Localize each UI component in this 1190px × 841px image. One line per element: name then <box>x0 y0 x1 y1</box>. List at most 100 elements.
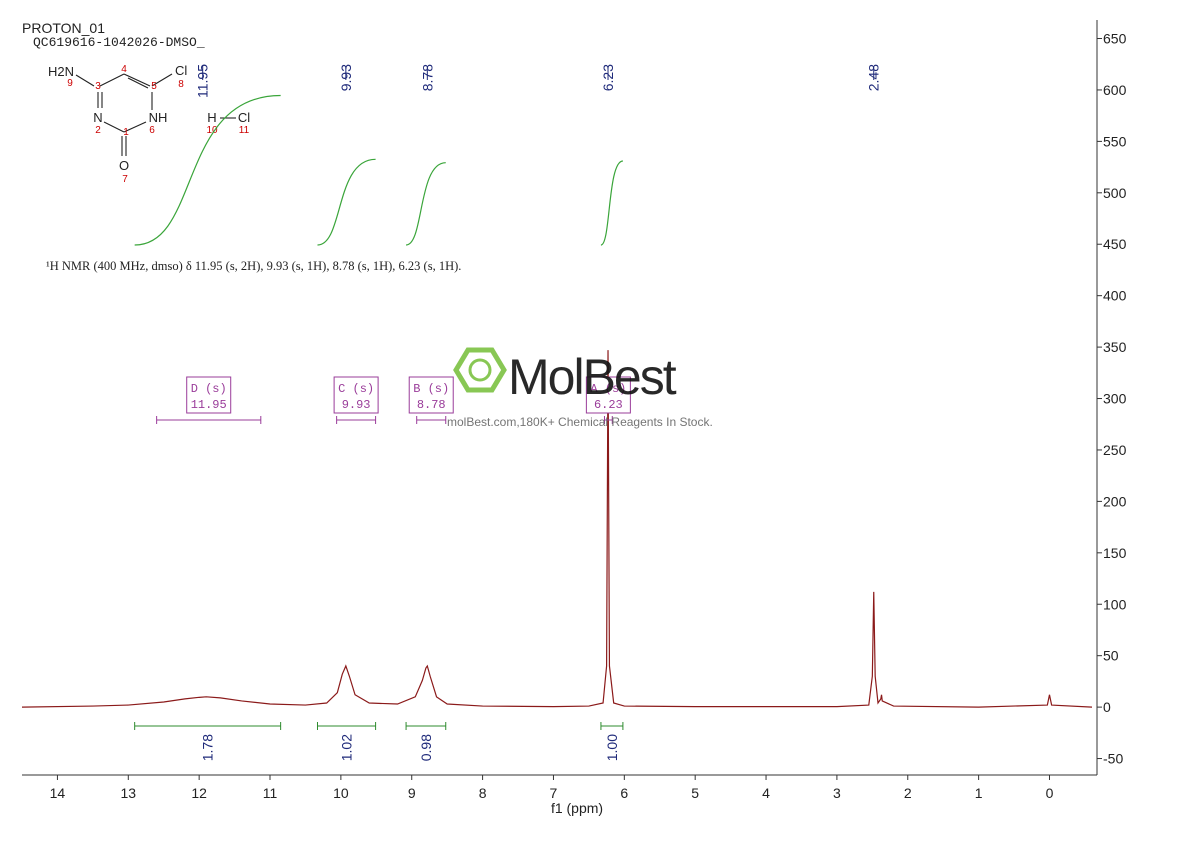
x-tick-label: 9 <box>408 785 416 801</box>
x-tick-label: 11 <box>263 785 278 801</box>
atom-number: 9 <box>67 78 73 89</box>
x-tick-label: 0 <box>1046 785 1054 801</box>
bond <box>103 121 125 133</box>
atom-number: 10 <box>206 125 218 136</box>
y-tick-label: 0 <box>1103 699 1111 715</box>
y-tick-label: 150 <box>1103 545 1127 561</box>
logo-hexagon <box>453 347 507 393</box>
x-tick-label: 4 <box>762 785 770 801</box>
bond <box>123 73 151 87</box>
y-tick-label: 500 <box>1103 185 1127 201</box>
multiplet-name: C (s) <box>338 382 374 396</box>
x-tick-label: 14 <box>50 785 66 801</box>
integral-label: 0.98 <box>418 734 434 761</box>
sample-name: QC619616-1042026-DMSO_ <box>33 35 205 50</box>
multiplet-box <box>408 376 454 414</box>
bond <box>99 73 125 87</box>
multiplet-shift: 6.23 <box>594 398 623 412</box>
peak-label: 8.78 <box>419 64 435 91</box>
watermark: MolBest molBest.com,180K+ Chemical Reagen… <box>447 347 713 429</box>
x-tick-label: 2 <box>904 785 912 801</box>
multiplet-name: A (s) <box>590 382 626 396</box>
peak-label: 9.93 <box>338 64 354 91</box>
atom-number: 5 <box>151 81 157 92</box>
y-tick-label: 50 <box>1103 648 1119 664</box>
y-tick-label: 550 <box>1103 133 1127 149</box>
bond <box>127 77 149 89</box>
atom-number: 3 <box>95 81 101 92</box>
logo-ring <box>468 358 492 382</box>
multiplet-range <box>416 416 447 424</box>
description: ¹H NMR (400 MHz, dmso) δ 11.95 (s, 2H), … <box>46 259 461 273</box>
multiplet-shift: 11.95 <box>191 398 227 412</box>
atom-number: 8 <box>178 79 184 90</box>
atom-number: 2 <box>95 125 101 136</box>
atom-number: 6 <box>149 125 155 136</box>
y-tick-label: 100 <box>1103 596 1127 612</box>
peak-label: 11.95 <box>195 64 211 98</box>
integral-curve <box>134 94 281 246</box>
atom-label: H2N <box>48 64 74 79</box>
y-tick-label: 600 <box>1103 82 1127 98</box>
spectrum-line <box>21 350 1093 708</box>
bond <box>123 121 147 133</box>
x-tick-label: 3 <box>833 785 841 801</box>
x-tick-label: 1 <box>975 785 983 801</box>
integral-curve <box>317 158 376 246</box>
integral-curve <box>600 160 624 246</box>
atom-label: NH <box>149 110 168 125</box>
y-tick-label: 400 <box>1103 288 1127 304</box>
integral-curve <box>405 162 446 246</box>
integral-bracket <box>316 722 377 730</box>
multiplet-name: B (s) <box>413 382 449 396</box>
x-tick-label: 12 <box>191 785 207 801</box>
multiplet-shift: 8.78 <box>417 398 446 412</box>
multiplet-range <box>336 416 377 424</box>
atom-label: Cl <box>175 63 187 78</box>
atom-label: O <box>119 158 129 173</box>
atom-number: 4 <box>121 64 127 75</box>
experiment-title: PROTON_01 <box>22 20 105 36</box>
integral-label: 1.78 <box>200 734 216 761</box>
atom-number: 1 <box>123 127 129 138</box>
multiplet-name: D (s) <box>191 382 227 396</box>
y-tick-label: 200 <box>1103 493 1127 509</box>
y-tick-label: 250 <box>1103 442 1127 458</box>
multiplet-box <box>186 376 232 414</box>
atom-number: 7 <box>122 174 128 185</box>
integral-label: 1.00 <box>604 734 620 761</box>
x-tick-label: 10 <box>333 785 349 801</box>
x-tick-label: 13 <box>121 785 137 801</box>
integral-bracket <box>600 722 624 730</box>
brand: MolBest <box>508 349 677 405</box>
x-tick-label: 7 <box>550 785 558 801</box>
integral-bracket <box>405 722 447 730</box>
y-tick-label: 350 <box>1103 339 1127 355</box>
multiplet-range <box>603 416 613 424</box>
bond <box>75 74 95 87</box>
x-axis-label: f1 (ppm) <box>551 800 603 816</box>
y-tick-label: 450 <box>1103 236 1127 252</box>
atom-label: Cl <box>238 110 250 125</box>
peak-label: 6.23 <box>600 64 616 91</box>
tagline: molBest.com,180K+ Chemical Reagents In S… <box>447 415 713 429</box>
x-tick-label: 5 <box>691 785 699 801</box>
bond <box>151 73 173 87</box>
integral-bracket <box>134 722 282 730</box>
y-tick-label: 650 <box>1103 31 1127 47</box>
peak-label: 2.48 <box>866 64 882 91</box>
atom-number: 11 <box>239 125 250 136</box>
x-tick-label: 6 <box>620 785 628 801</box>
integral-label: 1.02 <box>339 734 355 761</box>
multiplet-box <box>333 376 379 414</box>
multiplet-shift: 9.93 <box>342 398 371 412</box>
structure <box>75 73 236 156</box>
multiplet-box <box>585 376 631 414</box>
atom-label: H <box>207 110 216 125</box>
multiplet-range <box>156 416 262 424</box>
atom-label: N <box>93 110 102 125</box>
x-tick-label: 8 <box>479 785 487 801</box>
y-tick-label: -50 <box>1103 751 1123 767</box>
